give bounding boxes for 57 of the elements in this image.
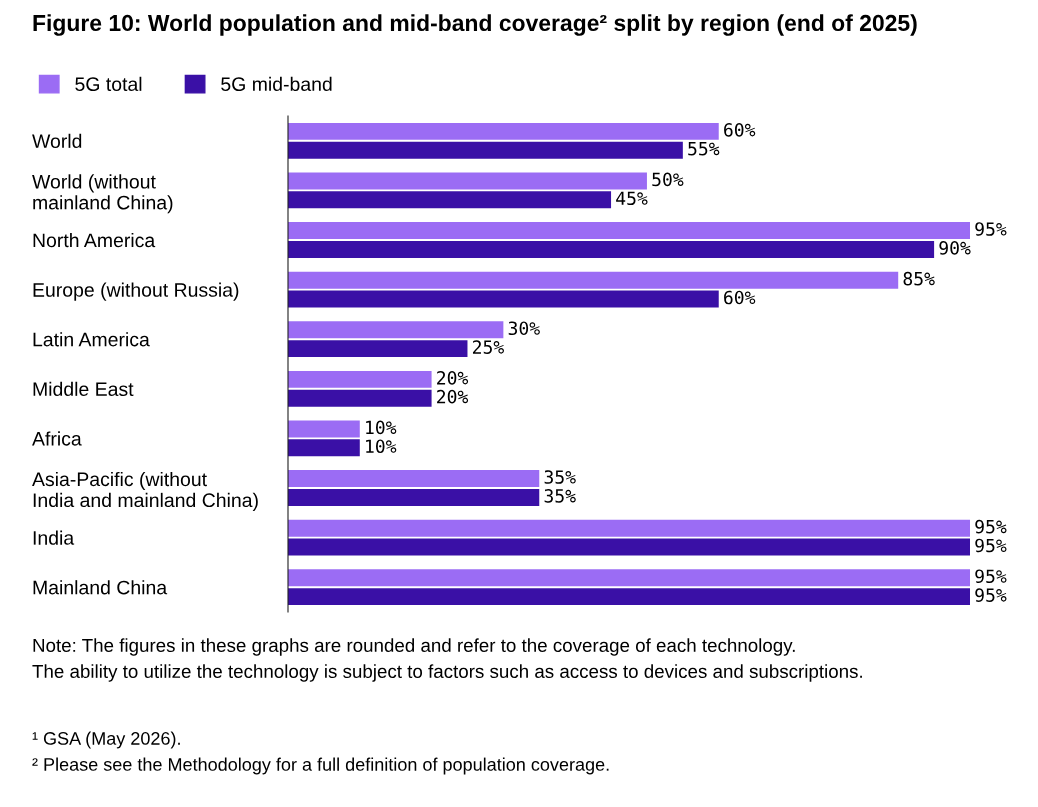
y-tick-label: North America — [33, 232, 156, 248]
data-label: 85% — [903, 271, 935, 286]
bar — [288, 122, 719, 140]
data-label: 35% — [544, 489, 576, 503]
y-tick-label: Africa — [32, 431, 82, 446]
data-label: 20% — [437, 371, 469, 385]
y-tick-label: Middle East — [33, 381, 134, 397]
bar — [288, 389, 432, 407]
data-label: 95% — [975, 569, 1007, 584]
text: ² Please see the Methodology for a full definition of population coverage. — [32, 757, 609, 775]
data-label: 95% — [975, 538, 1007, 553]
y-tick-label: Mainland China — [33, 580, 168, 595]
y-tick-label: Latin America — [33, 332, 150, 347]
bar — [288, 420, 360, 438]
data-label: 45% — [616, 191, 648, 206]
data-label: 10% — [366, 420, 397, 435]
data-label: 90% — [939, 241, 971, 255]
bar — [288, 470, 540, 488]
bar — [288, 488, 540, 506]
text: Note: The figures in these graphs are rounded and refer to the coverage of each technology. — [33, 638, 795, 656]
bar — [288, 370, 432, 388]
legend-label: 5G total — [75, 76, 142, 92]
data-label: 25% — [472, 340, 504, 354]
data-label: 10% — [366, 439, 397, 454]
chart-title: Figure 10: World population and mid-band coverage² split by region (end of 2025) — [33, 14, 917, 36]
bar — [288, 569, 970, 587]
data-label: 35% — [544, 470, 576, 484]
data-label: 95% — [975, 588, 1007, 602]
bar — [288, 222, 970, 240]
data-label: 60% — [724, 123, 756, 137]
bar — [288, 290, 719, 308]
bar — [288, 172, 647, 190]
y-tick-label: Europe (without Russia) — [33, 282, 239, 301]
text: The ability to utilize the technology is subject to factors such as access to devices and subscriptions. — [32, 664, 862, 682]
bar — [288, 538, 970, 556]
bar — [288, 240, 935, 258]
bar — [288, 439, 360, 457]
y-tick-label: World — [32, 133, 82, 149]
data-label: 30% — [508, 321, 540, 336]
data-label: 60% — [724, 290, 756, 305]
y-tick-label: World (without mainland China) — [32, 174, 173, 214]
bar — [288, 141, 683, 159]
data-label: 95% — [975, 222, 1007, 236]
y-tick-label: India — [33, 530, 75, 545]
data-label: 55% — [688, 142, 720, 156]
bar — [288, 519, 970, 537]
bar — [288, 321, 504, 339]
data-label: 20% — [437, 389, 469, 404]
bar — [288, 271, 899, 289]
bar — [288, 191, 612, 209]
y-tick-label: Asia-Pacific (without India and mainland China) — [32, 471, 258, 511]
text: ¹ GSA (May 2026). — [32, 731, 180, 749]
data-label: 50% — [652, 172, 684, 187]
bar — [288, 588, 970, 606]
data-label: 95% — [975, 519, 1007, 534]
bar — [288, 340, 468, 358]
legend-label: 5G mid-band — [221, 76, 332, 92]
